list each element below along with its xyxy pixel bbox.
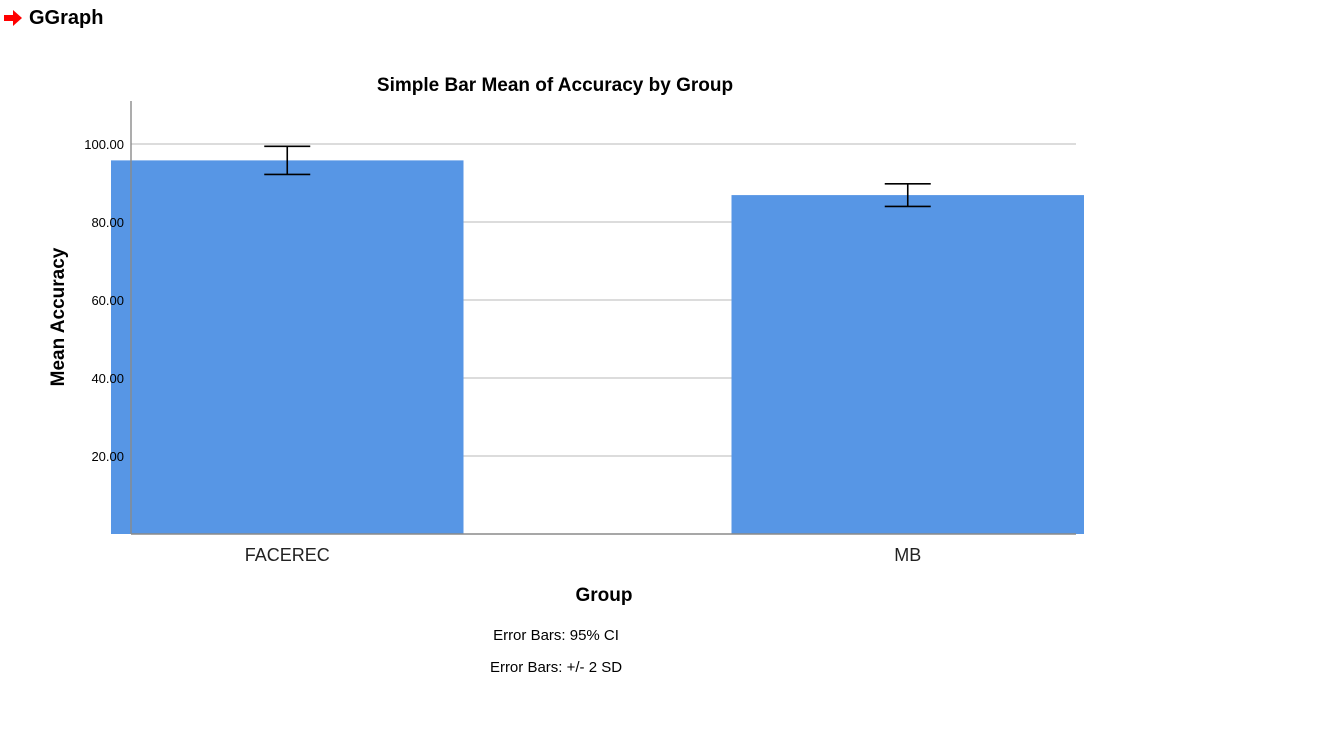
x-axis-label: Group — [576, 585, 633, 606]
y-tick-label: 100.00 — [84, 137, 124, 152]
y-tick-label: 20.00 — [91, 449, 124, 464]
red-arrow-icon — [4, 10, 22, 26]
y-tick-label: 60.00 — [91, 293, 124, 308]
x-tick-label: MB — [894, 545, 921, 565]
bar — [731, 195, 1084, 534]
y-tick-labels: 20.00 40.00 60.00 80.00 100.00 — [84, 137, 124, 464]
bar — [111, 160, 464, 534]
axes — [130, 101, 1076, 535]
x-tick-labels: FACEREC MB — [245, 545, 922, 565]
x-tick-label: FACEREC — [245, 545, 330, 565]
output-header: GGraph — [4, 6, 103, 30]
chart-title: Simple Bar Mean of Accuracy by Group — [377, 75, 733, 96]
error-bars — [264, 145, 931, 208]
footnote-sd: Error Bars: +/- 2 SD — [490, 659, 622, 676]
bars — [111, 160, 1084, 534]
y-axis-label: Mean Accuracy — [48, 247, 69, 386]
output-title: GGraph — [29, 6, 104, 29]
y-tick-label: 40.00 — [91, 371, 124, 386]
footnote-ci: Error Bars: 95% CI — [493, 627, 619, 644]
y-tick-label: 80.00 — [91, 215, 124, 230]
